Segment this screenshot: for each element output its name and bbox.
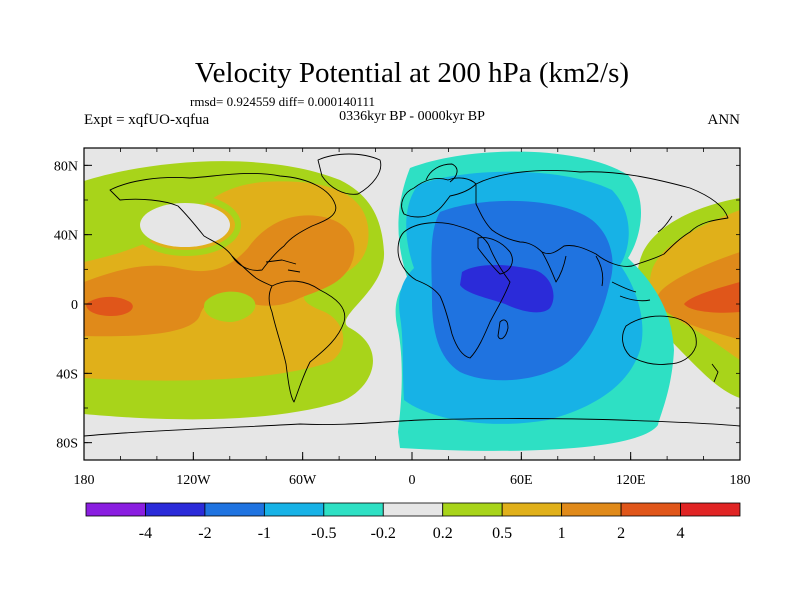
y-tick-label: 0: [71, 298, 78, 313]
contour-fill-2-4: [86, 296, 133, 316]
colorbar-label: 0.5: [492, 525, 512, 542]
chart-subtitle: 0336kyr BP - 0000kyr BP: [339, 109, 485, 124]
coastline-south-america: [268, 280, 346, 403]
low-anomaly-pacific-north-rim: [131, 194, 241, 256]
colorbar-box: [382, 502, 444, 517]
colorbar-box: [561, 502, 622, 517]
x-tick-label: 120W: [176, 473, 211, 488]
coastline-caribbean: [265, 259, 301, 273]
coastline-australia: [622, 315, 697, 365]
low-anomaly-pacific-north: [140, 203, 230, 247]
colorbar-label: -0.2: [371, 525, 396, 542]
coastlines: [84, 153, 740, 437]
map-panel: [84, 148, 740, 460]
experiment-label: Expt = xqfUO-xqfua: [84, 112, 209, 128]
colorbar-labels: -4 -2 -1 -0.5 -0.2 0.2 0.5 1 2 4: [139, 525, 685, 542]
coastline-scandinavia: [425, 163, 458, 183]
chart-title: Velocity Potential at 200 hPa (km2/s): [195, 57, 629, 89]
season-label: ANN: [708, 112, 741, 128]
colorbar-label: 0.2: [433, 525, 453, 542]
coastline-madagascar: [497, 319, 509, 340]
coastline-southeast-asia: [595, 255, 651, 302]
x-tick-label: 180: [74, 473, 95, 488]
y-axis: 80N 40N 0 40S 80S: [54, 159, 740, 452]
colorbar-box: [263, 502, 325, 517]
y-tick-label: 40N: [54, 229, 78, 244]
coastline-north-america: [109, 172, 337, 271]
low-anomaly-equatorial-east-pacific: [204, 291, 256, 322]
colorbar-label: -4: [139, 525, 152, 542]
x-tick-label: 120E: [616, 473, 646, 488]
coastline-arabia: [477, 237, 513, 275]
y-tick-label: 80N: [54, 159, 78, 174]
y-tick-label: 80S: [56, 437, 78, 452]
contour-fill-2-4-east: [684, 282, 740, 313]
colorbar-box: [85, 502, 146, 517]
colorbar-label: -1: [258, 525, 271, 542]
coastline-greenland: [317, 153, 382, 195]
colorbar-label: -0.5: [311, 525, 336, 542]
colorbar-box: [323, 502, 384, 517]
colorbar-box: [620, 502, 681, 517]
x-tick-label: 180: [730, 473, 751, 488]
colorbar-box: [204, 502, 265, 517]
colorbar-label: 1: [558, 525, 566, 542]
y-tick-label: 40S: [56, 367, 78, 382]
colorbar-label: 4: [677, 525, 685, 542]
coastline-central-america: [231, 255, 273, 287]
colorbar-label: -2: [198, 525, 211, 542]
x-axis: 180 120W 60W 0 60E 120E 180: [74, 148, 751, 488]
x-tick-label: 0: [409, 473, 416, 488]
colorbar-box: [501, 502, 563, 517]
colorbar-label: 2: [617, 525, 625, 542]
x-tick-label: 60W: [289, 473, 317, 488]
coastline-new-zealand: [711, 363, 719, 383]
contour-fill-neg-2-4: [460, 265, 554, 313]
coastline-asia: [475, 170, 729, 267]
coastline-japan: [657, 215, 673, 233]
coastline-india: [541, 251, 567, 283]
x-tick-label: 60E: [510, 473, 533, 488]
contour-fill-1-2: [84, 215, 355, 337]
colorbar-box: [680, 502, 741, 517]
colorbar-box: [145, 502, 206, 517]
coastline-antarctica: [84, 418, 740, 437]
stats-text: rmsd= 0.924559 diff= 0.000140111: [190, 94, 375, 109]
positive-contours: [84, 161, 740, 420]
colorbar-box: [442, 502, 503, 517]
negative-contours: [395, 151, 674, 451]
colorbar: [85, 502, 741, 517]
coastline-africa: [397, 222, 511, 359]
